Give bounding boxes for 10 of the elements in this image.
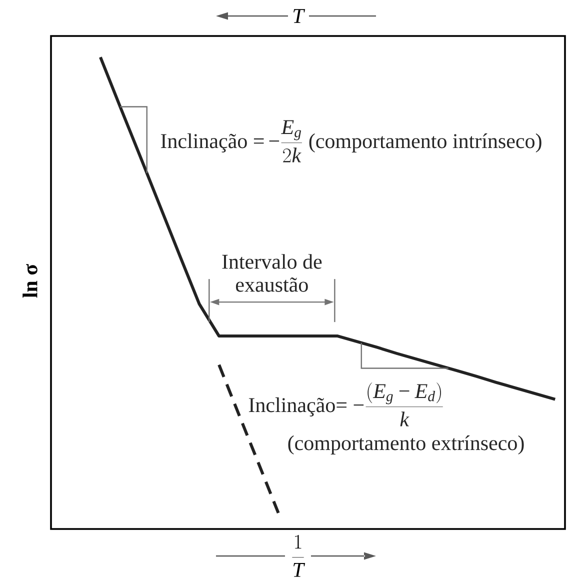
x2-axis-title: $T$ [294, 9, 306, 23]
annotation: Inclinação = [160, 133, 264, 152]
annotation: $−\frac{(E_{g}\mathbin{−}E_{d})}{k}$ [354, 382, 443, 426]
y-axis-title: ln σ [22, 264, 38, 298]
annotation: Intervalo de exaustão [222, 254, 322, 292]
annotation: $−\frac{E_{g}}{2k}$ [269, 120, 302, 162]
x-axis-title: $\frac{1}{T}$ [292, 534, 306, 577]
annotation: (comportamento intrínseco) [309, 133, 542, 152]
annotation: Inclinação= [248, 397, 346, 416]
annotation: (comportamento extrínseco) [288, 435, 524, 454]
